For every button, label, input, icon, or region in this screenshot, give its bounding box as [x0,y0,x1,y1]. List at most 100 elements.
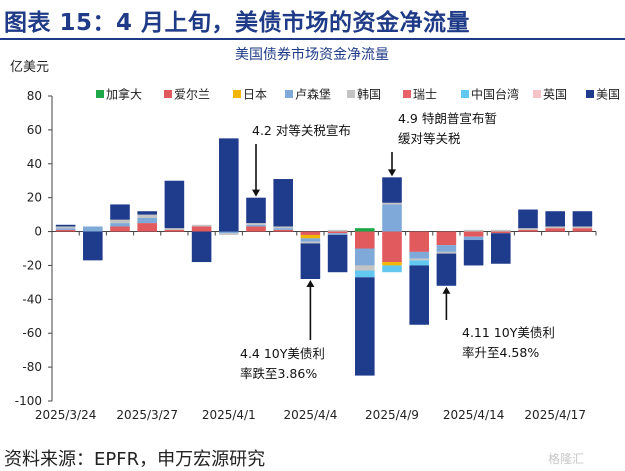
bar-1-0 [55,229,76,232]
y-tick-label-7: -60 [22,326,42,340]
annotation-text-0-0: 4.2 对等关税宣布 [252,123,351,138]
legend-swatch-6 [461,90,469,98]
bar-1-3 [137,223,157,232]
legend-label-6: 中国台湾 [471,87,519,102]
annotation-text-1-1: 缓对等关税 [398,131,461,146]
bar-3-7 [246,224,266,227]
bar-3-2 [110,223,130,227]
legend-swatch-1 [164,90,172,98]
y-tick-label-8: -80 [22,360,42,374]
bar-8-4 [164,180,185,229]
bar-8-15 [463,240,484,266]
legend-swatch-5 [403,90,411,98]
annotation-arrowhead-3 [442,286,451,294]
bar-8-0 [55,224,76,227]
y-tick-label-4: 0 [34,225,42,239]
bar-3-1 [83,226,103,232]
bars [55,138,593,376]
bar-4-7 [246,223,266,225]
legend-swatch-7 [533,90,541,98]
bar-4-10 [327,229,348,232]
bar-1-11 [355,231,375,249]
legend-label-8: 美国 [596,88,620,102]
legend-swatch-0 [96,90,104,98]
bar-1-4 [164,229,185,232]
y-tick-label-9: -100 [15,394,42,408]
bar-1-19 [572,228,593,232]
bar-8-18 [545,211,565,227]
annotation-text-3-0: 4.11 10Y美债利 [462,325,555,340]
bar-4-12 [382,202,402,205]
title-rule [0,38,625,40]
y-tick-label-1: 60 [27,123,42,137]
annotation-text-2-0: 4.4 10Y美债利 [240,346,325,361]
bar-1-5 [191,226,212,232]
bar-8-14 [436,253,457,286]
bar-1-17 [518,229,538,232]
legend-label-2: 日本 [243,88,267,102]
bar-8-12 [382,177,402,203]
bar-8-17 [518,209,538,229]
header: 图表 15：4 月上旬，美债市场的资金净流量 [0,0,625,40]
bar-6-11 [355,270,375,278]
bar-1-16 [491,231,511,234]
bar-3-14 [436,245,457,252]
bar-1-12 [382,231,402,263]
bar-2-12 [382,262,402,266]
annotation-text-1-0: 4.9 特朗普宣布暂 [398,111,497,126]
legend-swatch-3 [285,90,293,98]
legend-label-0: 加拿大 [106,87,142,102]
bar-8-19 [572,211,593,227]
bar-1-7 [246,226,266,232]
bar-3-15 [463,236,484,241]
annotation-text-2-1: 率跌至3.86% [240,366,317,381]
bar-1-13 [409,231,429,252]
bar-4-11 [355,265,375,271]
bar-8-2 [110,204,130,220]
chart: 美国债券市场资金净流量 亿美元 加拿大 爱尔兰 日本 卢森堡 韩国 瑞士 中国台湾 英国 美国 … [10,46,620,422]
bar-3-3 [137,218,157,224]
bar-4-14 [436,251,457,254]
bar-6-12 [382,265,402,273]
y-tick-label-0: 80 [27,89,42,103]
bar-4-15 [463,229,484,232]
bar-8-10 [327,234,348,273]
annotation-text-3-1: 率升至4.58% [462,345,539,360]
bar-3-9 [300,238,321,242]
bar-1-9 [300,231,321,235]
y-tick-label-2: 40 [27,157,42,171]
bar-3-11 [355,248,375,266]
x-tick-label-3: 2025/4/4 [283,408,337,422]
bar-4-13 [409,258,429,261]
legend-label-1: 爱尔兰 [174,87,210,102]
bar-1-2 [110,226,130,232]
bar-1-15 [463,231,484,237]
annotation-arrowhead-0 [252,189,260,197]
bar-8-1 [83,231,103,261]
y-tick-label-6: -40 [22,292,42,306]
legend-label-3: 卢森堡 [295,87,331,102]
bar-4-3 [137,214,157,218]
bar-8-6 [219,138,239,232]
bar-4-0 [55,226,76,229]
bar-8-5 [191,231,212,263]
legend-swatch-8 [586,90,594,98]
bar-4-8 [273,226,293,229]
bar-3-12 [382,204,402,232]
legend-label-4: 韩国 [357,87,381,102]
y-axis: 80 60 40 20 0 -20 -40 -60 -80 -100 [15,89,53,408]
x-axis: 2025/3/24 2025/3/27 2025/4/1 2025/4/4 2025/4… [35,231,597,422]
x-tick-label-0: 2025/3/24 [35,408,97,422]
bar-0-11 [355,228,375,232]
bar-4-5 [191,224,212,227]
chart-title: 美国债券市场资金净流量 [235,46,389,63]
y-axis-label: 亿美元 [10,60,49,75]
y-tick-label-3: 20 [27,191,42,205]
source-note: 资料来源：EPFR，申万宏源研究 [4,449,266,470]
bar-4-16 [491,229,511,232]
bar-8-13 [409,265,429,325]
legend-label-5: 瑞士 [413,88,437,102]
y-tick-label-5: -20 [22,258,42,272]
bar-8-16 [491,233,511,264]
x-tick-label-1: 2025/3/27 [116,408,178,422]
